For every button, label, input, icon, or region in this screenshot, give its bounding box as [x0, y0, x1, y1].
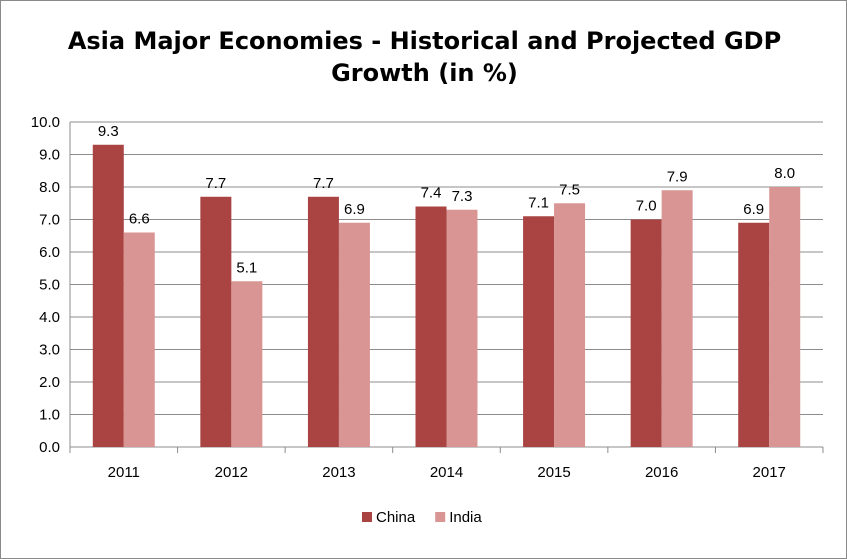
x-tick-label: 2015: [537, 464, 570, 481]
data-label: 7.3: [452, 188, 473, 205]
data-label: 7.5: [559, 181, 580, 198]
y-tick-label: 2.0: [39, 374, 60, 391]
bar-india: [446, 209, 478, 447]
data-label: 9.3: [98, 123, 119, 140]
bar-india: [661, 190, 693, 447]
data-label: 7.7: [313, 175, 334, 192]
data-label: 7.0: [636, 198, 657, 215]
x-tick-label: 2012: [215, 464, 248, 481]
x-tick-label: 2016: [645, 464, 678, 481]
bar-china: [415, 206, 447, 447]
y-tick-label: 10.0: [31, 114, 60, 131]
bar-china: [523, 216, 555, 447]
bar-china: [92, 144, 124, 447]
x-tick-label: 2011: [108, 464, 140, 481]
data-label: 5.1: [236, 259, 257, 276]
legend-swatch-india: [435, 512, 446, 522]
bar-india: [554, 203, 586, 447]
bar-china: [307, 196, 339, 447]
data-label: 7.9: [667, 168, 688, 185]
legend-swatch-china: [362, 512, 372, 522]
bar-china: [630, 219, 662, 447]
bar-china: [738, 222, 770, 447]
y-tick-label: 1.0: [39, 407, 60, 424]
y-tick-label: 7.0: [39, 212, 60, 229]
bar-india: [769, 187, 801, 447]
y-tick-label: 5.0: [39, 277, 60, 294]
chart-title-line2: Growth (in %): [331, 59, 518, 87]
y-tick-label: 3.0: [39, 342, 60, 359]
y-tick-label: 6.0: [39, 244, 60, 261]
x-tick-label: 2013: [322, 464, 355, 481]
data-label: 6.9: [743, 201, 764, 218]
bar-india: [123, 232, 155, 447]
y-tick-label: 0.0: [39, 439, 60, 456]
data-label: 7.1: [528, 194, 549, 211]
data-label: 7.7: [205, 175, 226, 192]
y-tick-label: 4.0: [39, 309, 60, 326]
x-tick-label: 2017: [753, 464, 786, 481]
data-label: 6.9: [344, 201, 365, 218]
chart-title-line1: Asia Major Economies - Historical and Pr…: [67, 27, 782, 55]
y-tick-label: 8.0: [39, 179, 60, 196]
bar-india: [338, 222, 370, 447]
chart-title: Asia Major Economies - Historical and Pr…: [1, 25, 847, 89]
bar-china: [200, 196, 232, 447]
data-label: 7.4: [421, 185, 442, 202]
data-label: 6.6: [129, 211, 150, 228]
data-label: 8.0: [774, 165, 795, 182]
y-tick-label: 9.0: [39, 147, 60, 164]
x-tick-label: 2014: [430, 464, 463, 481]
legend-label-india: India: [449, 509, 482, 526]
bar-india: [231, 281, 263, 447]
legend-label-china: China: [376, 509, 416, 526]
